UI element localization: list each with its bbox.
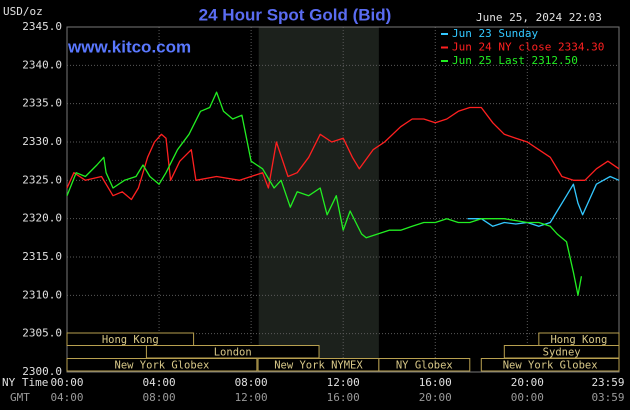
price-line (467, 175, 620, 227)
y-tick-label: 2340.0 (22, 58, 62, 71)
x-tick-label: 16:00 (419, 376, 452, 389)
session-bar (378, 358, 471, 372)
x2-tick-label: 08:00 (143, 391, 176, 404)
y-tick-label: 2320.0 (22, 212, 62, 225)
x2-tick-label: 00:00 (511, 391, 544, 404)
y-tick-label: 2300.0 (22, 365, 62, 378)
session-bar (66, 358, 258, 372)
y-tick-label: 2310.0 (22, 288, 62, 301)
x-tick-label: 00:00 (50, 376, 83, 389)
y-tick-label: 2325.0 (22, 173, 62, 186)
y-tick-label: 2345.0 (22, 20, 62, 33)
legend-label: Jun 23 Sunday (452, 27, 538, 40)
x-row-label: NY Time (2, 376, 48, 389)
session-label: New York NYMEX (274, 359, 363, 371)
shaded-region (258, 27, 379, 372)
session-label: Hong Kong (102, 334, 159, 346)
session-label: London (214, 346, 252, 358)
legend-label: Jun 24 NY close 2334.30 (452, 41, 604, 54)
x-tick-label: 20:00 (511, 376, 544, 389)
y-tick-label: 2330.0 (22, 135, 62, 148)
x2-tick-label: 12:00 (235, 391, 268, 404)
session-bar (66, 332, 195, 346)
plot-frame (66, 26, 620, 373)
y-tick-label: 2305.0 (22, 327, 62, 340)
chart-title: 24 Hour Spot Gold (Bid) (199, 5, 392, 24)
plot-background (66, 26, 620, 373)
x-tick-label: 12:00 (327, 376, 360, 389)
price-line (66, 106, 620, 201)
session-label: Hong Kong (550, 334, 607, 346)
x2-tick-label: 03:59 (591, 391, 624, 404)
x2-tick-label: 20:00 (419, 391, 452, 404)
x-tick-label: 08:00 (235, 376, 268, 389)
x2-row-label: GMT (10, 391, 30, 404)
session-label: NY Globex (396, 359, 453, 371)
x-tick-label: 04:00 (143, 376, 176, 389)
legend-label: Jun 25 Last 2312.50 (452, 54, 578, 67)
session-bar (480, 358, 620, 372)
price-line (66, 91, 583, 296)
timestamp: June 25, 2024 22:03 (476, 11, 602, 24)
x2-tick-label: 16:00 (327, 391, 360, 404)
session-label: Sydney (543, 346, 581, 358)
session-label: New York Globex (503, 359, 598, 371)
y-unit: USD/oz (3, 5, 43, 18)
x2-tick-label: 04:00 (50, 391, 83, 404)
y-tick-label: 2335.0 (22, 97, 62, 110)
x-tick-label: 23:59 (591, 376, 624, 389)
watermark: www.kitco.com (67, 37, 191, 56)
y-tick-label: 2315.0 (22, 250, 62, 263)
session-label: New York Globex (115, 359, 210, 371)
